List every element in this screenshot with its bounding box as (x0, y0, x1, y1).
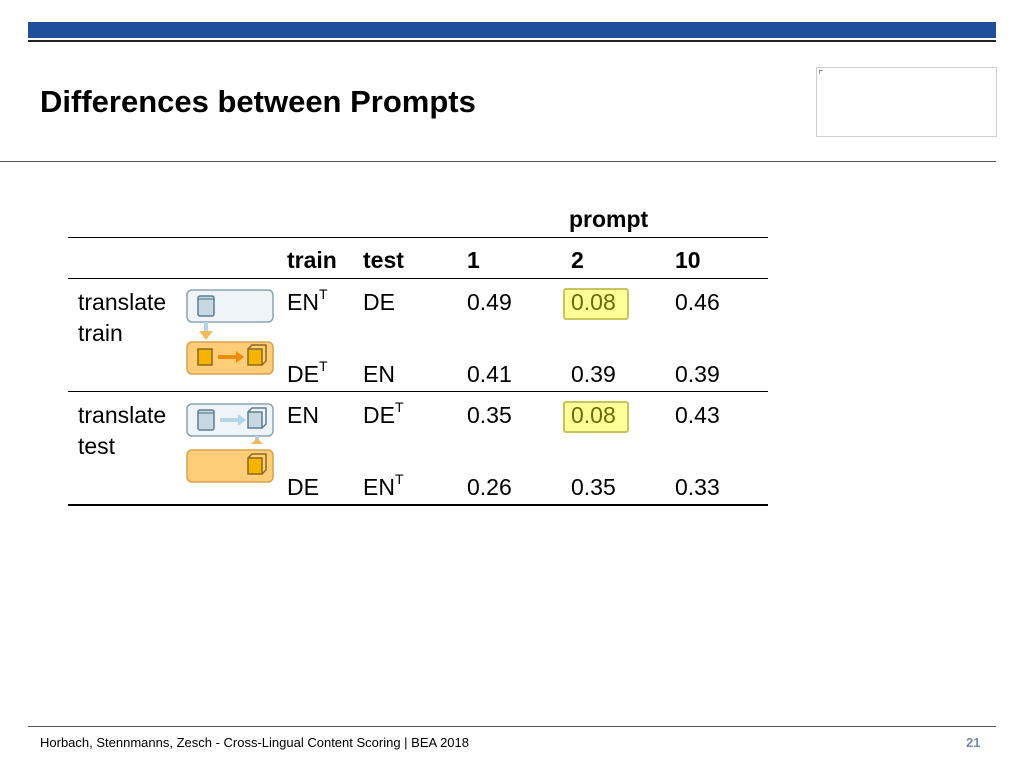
table-rule-bottom (68, 504, 768, 506)
group-label: translate (78, 402, 167, 428)
cell-test: ENT (363, 471, 404, 500)
cell-prompt-1: 0.49 (467, 289, 512, 315)
group-label: train (78, 320, 123, 346)
cell-train: DET (287, 358, 328, 387)
cell-prompt-1: 0.26 (467, 474, 512, 500)
cell-test: EN (363, 361, 395, 387)
cell-test: DET (363, 399, 404, 428)
cell-prompt-1: 0.41 (467, 361, 512, 387)
highlight-cell (563, 401, 629, 433)
page-number: 21 (966, 735, 981, 750)
cell-train: ENT (287, 286, 328, 315)
translate-test-diagram-icon (186, 403, 274, 483)
header-rule (28, 40, 996, 42)
cell-prompt-2: 0.08 (571, 402, 616, 428)
cell-train: EN (287, 402, 319, 428)
cell-test: DE (363, 289, 395, 315)
cell-prompt-1: 0.35 (467, 402, 512, 428)
table-rule-group (68, 391, 768, 392)
group-label: test (78, 433, 116, 459)
table-rule-top (68, 237, 768, 238)
slide-title: Differences between Prompts (40, 84, 476, 119)
cell-prompt-2: 0.08 (571, 289, 616, 315)
col-header-test: test (363, 247, 404, 273)
title-rule (0, 161, 996, 162)
header-accent-bar (28, 22, 996, 38)
cell-prompt-10: 0.39 (675, 361, 720, 387)
translate-train-diagram-icon (186, 289, 274, 375)
col-header-prompt-1: 1 (467, 247, 480, 273)
col-header-prompt-10: 10 (675, 247, 701, 273)
col-header-train: train (287, 247, 337, 273)
cell-prompt-10: 0.46 (675, 289, 720, 315)
cell-prompt-10: 0.33 (675, 474, 720, 500)
table-rule-header (68, 278, 768, 279)
cell-prompt-2: 0.39 (571, 361, 616, 387)
col-header-prompt-2: 2 (571, 247, 584, 273)
logo-placeholder (816, 67, 997, 137)
highlight-cell (563, 288, 629, 320)
group-header-prompt: prompt (569, 206, 649, 232)
cell-train: DE (287, 474, 319, 500)
logo-mark-icon (819, 70, 823, 74)
footer-rule (28, 726, 996, 727)
cell-prompt-2: 0.35 (571, 474, 616, 500)
group-label: translate (78, 289, 167, 315)
footer-citation: Horbach, Stennmanns, Zesch - Cross-Lingu… (40, 735, 469, 750)
cell-prompt-10: 0.43 (675, 402, 720, 428)
